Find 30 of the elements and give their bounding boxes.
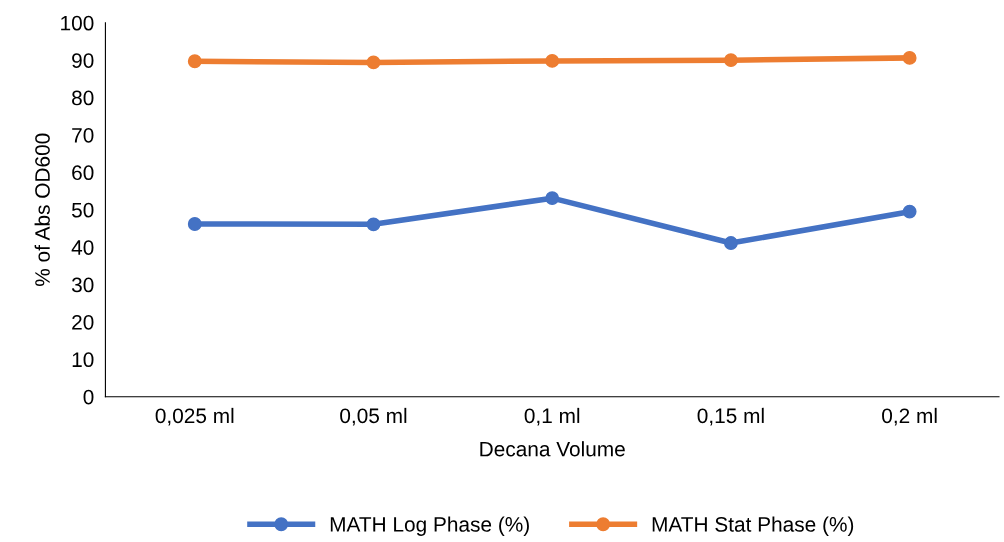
point bbox=[723, 53, 738, 68]
legend-label: MATH Stat Phase (%) bbox=[652, 516, 854, 536]
y-tick-label: 50 bbox=[71, 202, 94, 218]
x-tick-label: 0,025 ml bbox=[155, 407, 234, 426]
y-tick-label: 60 bbox=[72, 165, 94, 181]
y-tick-label: 30 bbox=[71, 277, 94, 293]
point bbox=[902, 50, 917, 65]
x-tick-label: 0,1 ml bbox=[524, 407, 580, 426]
point bbox=[723, 236, 738, 250]
legend-label: MATH Log Phase (%) bbox=[330, 516, 529, 536]
y-tick-label: 0 bbox=[83, 389, 94, 405]
point bbox=[902, 204, 917, 219]
x-tick-label: 0,2 ml bbox=[882, 407, 937, 426]
y-tick-label: 80 bbox=[72, 90, 94, 106]
point bbox=[187, 217, 202, 231]
y-tick-label: 20 bbox=[72, 314, 94, 330]
point bbox=[545, 191, 560, 206]
point bbox=[366, 217, 381, 232]
x-tick-label: 0,05 ml bbox=[340, 407, 407, 426]
y-tick-label: 40 bbox=[71, 240, 94, 255]
y-tick-label: 10 bbox=[72, 352, 94, 368]
point bbox=[187, 54, 202, 69]
y-tick-label: 100 bbox=[61, 15, 94, 31]
y-tick-label: 70 bbox=[72, 127, 94, 143]
x-axis-title: Decana Volume bbox=[480, 441, 625, 457]
y-tick-label: 90 bbox=[72, 53, 94, 68]
point bbox=[545, 53, 560, 68]
y-axis-title: % of Abs OD600 bbox=[34, 133, 50, 287]
point bbox=[366, 55, 381, 70]
x-tick-label: 0,15 ml bbox=[697, 407, 764, 426]
